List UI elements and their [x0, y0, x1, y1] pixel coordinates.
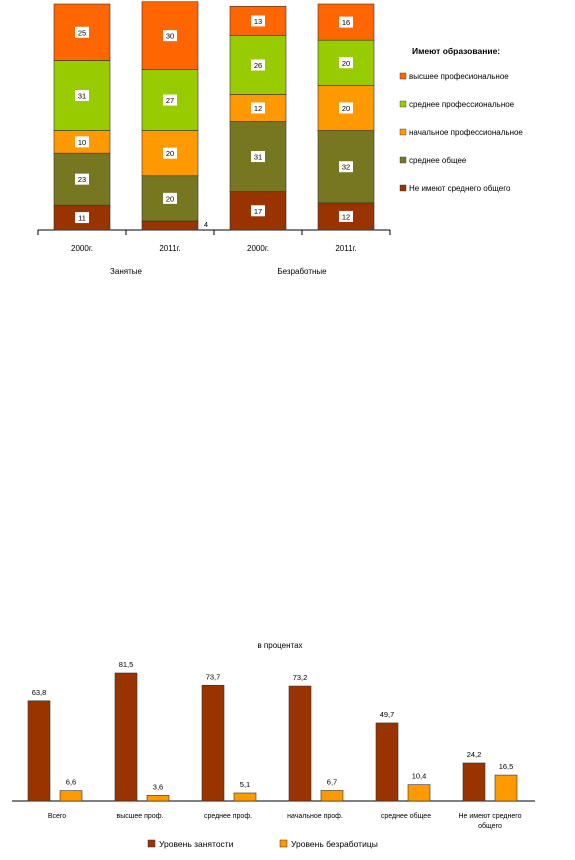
bar — [288, 685, 312, 802]
data-label-box — [251, 59, 265, 71]
data-label: 32 — [342, 163, 350, 172]
data-label-box — [163, 192, 177, 204]
chart-title: в процентах — [257, 641, 302, 650]
category-label: среднее проф. — [204, 813, 252, 820]
category-label: 2011г. — [159, 244, 180, 253]
category-label: начальное проф. — [287, 813, 343, 820]
data-label: 10 — [78, 138, 86, 147]
data-label: 25 — [78, 28, 86, 37]
data-label: 20 — [166, 149, 174, 158]
data-label-box — [251, 151, 265, 163]
group-label: Безработные — [277, 267, 327, 276]
data-label-box — [251, 102, 265, 114]
legend-swatch — [399, 100, 407, 108]
bar-segment — [53, 204, 111, 231]
data-label: 26 — [254, 61, 262, 70]
data-label-box — [339, 210, 353, 222]
bar — [146, 795, 170, 802]
category-label: 2000г. — [247, 244, 269, 253]
bar — [233, 792, 257, 802]
data-label-box — [75, 26, 89, 38]
category-label: высшее проф. — [117, 813, 164, 820]
bar — [59, 790, 83, 802]
data-label: 13 — [254, 17, 262, 26]
data-label: 24,2 — [467, 750, 482, 759]
legend-swatch — [279, 839, 288, 848]
data-label-box — [75, 173, 89, 185]
legend-swatch — [399, 72, 407, 80]
data-label-box — [339, 57, 353, 69]
data-label: 49,7 — [380, 710, 395, 719]
data-label: 27 — [166, 96, 174, 105]
category-label: среднее общее — [381, 812, 431, 820]
data-label-box — [163, 94, 177, 106]
data-label-box — [339, 102, 353, 114]
employment-unemployment-bar-chart: в процентах 63,8 6,6 81,5 3,6 73,7 5,1 73,2 6,7 4… — [12, 641, 535, 849]
bar — [114, 672, 138, 802]
data-label: 73,7 — [206, 672, 221, 681]
data-label: 12 — [342, 212, 350, 221]
bar-segment — [317, 39, 375, 86]
legend-label: высшее професиональное — [409, 72, 509, 81]
data-label: 6,7 — [327, 777, 337, 786]
legend-label: Уровень занятости — [159, 839, 234, 849]
data-label-box — [339, 161, 353, 173]
data-label-box — [75, 212, 89, 224]
data-label-box — [339, 16, 353, 28]
data-label-box — [163, 147, 177, 159]
data-label-box — [75, 136, 89, 148]
legend-label: среднее общее — [409, 156, 467, 165]
category-label: 2011г. — [335, 244, 356, 253]
data-label-box — [251, 15, 265, 27]
legend-label: начальное профессиональное — [409, 128, 523, 137]
data-label: 73,2 — [293, 673, 308, 682]
data-label: 12 — [254, 104, 262, 113]
category-label: Всего — [48, 813, 66, 820]
data-label: 11 — [78, 214, 86, 223]
data-label: 16,5 — [499, 762, 514, 771]
bar — [462, 762, 486, 802]
data-label: 4 — [204, 220, 208, 229]
bar — [375, 722, 399, 802]
legend-title: Имеют образование: — [412, 46, 500, 56]
data-label: 23 — [78, 175, 86, 184]
legend-label: среднее профессиональное — [409, 100, 515, 109]
data-label: 10,4 — [412, 772, 427, 781]
bar — [494, 774, 518, 802]
legend-swatch — [399, 184, 407, 192]
data-label: 30 — [166, 32, 174, 41]
category-label: Не имеют среднего общего — [458, 813, 521, 830]
data-label: 31 — [78, 92, 86, 101]
legend-label: Уровень безработицы — [291, 839, 378, 849]
data-label-box — [75, 90, 89, 102]
data-label: 16 — [342, 18, 350, 27]
data-label: 81,5 — [119, 660, 134, 669]
bar — [407, 784, 431, 802]
data-label: 20 — [342, 104, 350, 113]
data-label-box — [163, 30, 177, 42]
data-label-box — [251, 205, 265, 217]
group-label: Занятые — [110, 267, 142, 276]
data-label: 6,6 — [66, 778, 76, 787]
bar-segment — [141, 220, 199, 231]
data-label: 3,6 — [153, 782, 163, 791]
legend-swatch — [399, 156, 407, 164]
data-label: 5,1 — [240, 780, 250, 789]
data-label: 20 — [166, 194, 174, 203]
bar — [320, 790, 344, 802]
legend-swatch — [147, 839, 156, 848]
data-label: 20 — [342, 59, 350, 68]
data-label: 17 — [254, 207, 262, 216]
data-label: 63,8 — [32, 688, 47, 697]
legend-label: Не имеют среднего общего — [409, 184, 511, 193]
bar — [27, 700, 51, 802]
education-stacked-bar-chart: 11 23 10 31 25 2000г. 4 20 20 27 30 2011г. 17 31 12 26 1… — [37, 1, 523, 276]
data-label: 31 — [254, 153, 262, 162]
bar — [201, 684, 225, 802]
legend-swatch — [399, 128, 407, 136]
category-label: 2000г. — [71, 244, 93, 253]
